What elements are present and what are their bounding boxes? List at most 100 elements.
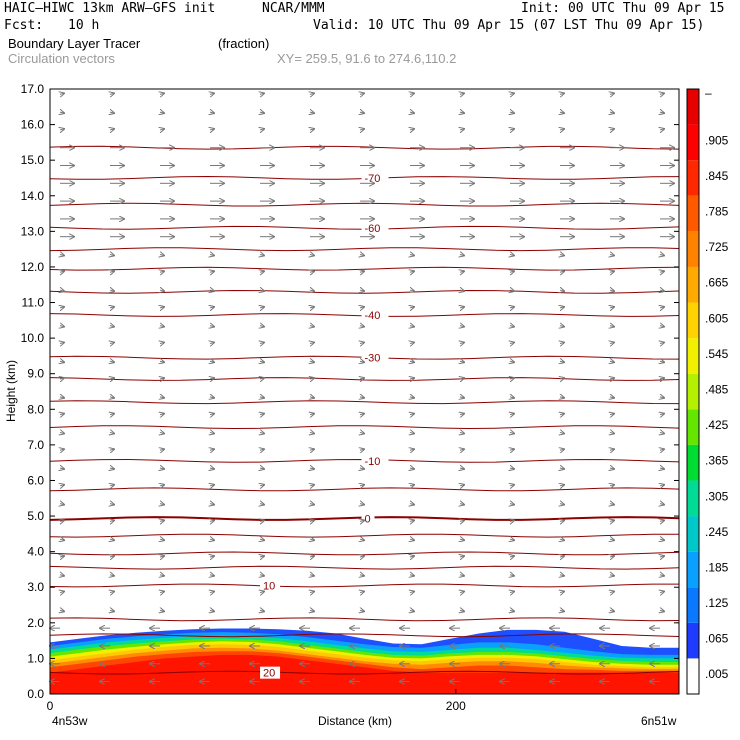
circulation-vector — [660, 610, 664, 611]
x-end-label: 6n51w — [641, 714, 677, 728]
circulation-vector — [510, 432, 514, 433]
circulation-vector — [210, 449, 214, 450]
y-tick-label: 3.0 — [27, 580, 44, 594]
circulation-vector — [510, 485, 514, 486]
circulation-vector — [160, 468, 164, 469]
circulation-vector — [260, 93, 264, 94]
colorbar-label: .185 — [705, 560, 729, 574]
circulation-vector — [110, 539, 114, 540]
circulation-vector — [360, 112, 364, 113]
circulation-vector — [60, 432, 64, 433]
circulation-vector — [460, 307, 464, 308]
circulation-vector — [410, 539, 414, 540]
circulation-vector — [410, 504, 414, 505]
circulation-vector — [460, 520, 464, 521]
circulation-vector — [460, 378, 464, 379]
circulation-vector — [560, 575, 564, 576]
circulation-vector — [110, 520, 114, 521]
circulation-vector — [510, 93, 514, 94]
circulation-vector — [510, 504, 514, 505]
colorbar-label: .605 — [705, 311, 729, 325]
y-tick-label: 17.0 — [21, 82, 45, 96]
circulation-vector — [510, 468, 514, 469]
circulation-vector — [110, 307, 114, 308]
colorbar-swatch — [687, 622, 699, 659]
circulation-vector — [210, 414, 214, 415]
circulation-vector — [410, 112, 414, 113]
circulation-vector — [60, 254, 64, 255]
circulation-vector — [610, 326, 614, 327]
circulation-vector — [60, 326, 64, 327]
circulation-vector — [210, 575, 214, 576]
temperature-contour — [49, 487, 680, 492]
y-tick-label: 7.0 — [27, 438, 44, 452]
circulation-vector — [460, 504, 464, 505]
circulation-vector — [110, 504, 114, 505]
circulation-vector — [210, 468, 214, 469]
circulation-vector — [510, 539, 514, 540]
circulation-vector — [260, 432, 264, 433]
circulation-vector — [560, 485, 564, 486]
colorbar-label: .845 — [705, 169, 729, 183]
circulation-vector — [260, 129, 264, 130]
circulation-vector — [660, 397, 664, 398]
circulation-vector — [410, 342, 414, 343]
circulation-vector — [160, 254, 164, 255]
circulation-vector — [560, 432, 564, 433]
circulation-vector — [210, 556, 214, 557]
colorbar-label: .545 — [705, 347, 729, 361]
circulation-vector — [410, 575, 414, 576]
circulation-vector — [260, 610, 264, 611]
circulation-vector — [360, 539, 364, 540]
circulation-vector — [160, 93, 164, 94]
circulation-vector — [610, 342, 614, 343]
circulation-vector — [260, 290, 264, 291]
contour-label: 20 — [263, 668, 275, 680]
temperature-contour — [49, 633, 680, 638]
circulation-vector — [60, 307, 64, 308]
circulation-vector — [60, 129, 64, 130]
colorbar-swatch — [687, 124, 699, 161]
temperature-contour — [49, 202, 680, 207]
circulation-vector — [210, 361, 214, 362]
circulation-vector — [110, 449, 114, 450]
circulation-vector — [560, 610, 564, 611]
circulation-vector — [210, 342, 214, 343]
circulation-vector — [460, 397, 464, 398]
circulation-vector — [610, 556, 614, 557]
circulation-vector — [610, 592, 614, 593]
circulation-vector — [510, 307, 514, 308]
circulation-vector — [660, 326, 664, 327]
circulation-vector — [360, 290, 364, 291]
circulation-vector — [460, 254, 464, 255]
circulation-vector — [460, 129, 464, 130]
circulation-vector — [260, 556, 264, 557]
circulation-vector — [360, 504, 364, 505]
circulation-vector — [60, 361, 64, 362]
circulation-vector — [510, 610, 514, 611]
circulation-vector — [560, 271, 564, 272]
circulation-vector — [160, 342, 164, 343]
temperature-contour — [49, 247, 680, 252]
circulation-vector — [610, 129, 614, 130]
circulation-vector — [210, 326, 214, 327]
circulation-vector — [610, 414, 614, 415]
circulation-vector — [610, 290, 614, 291]
circulation-vector — [660, 432, 664, 433]
circulation-vector — [610, 468, 614, 469]
circulation-vector — [510, 592, 514, 593]
circulation-vector — [60, 290, 64, 291]
circulation-vector — [410, 378, 414, 379]
colorbar-swatch — [687, 551, 699, 588]
circulation-vector — [560, 504, 564, 505]
temperature-contour — [49, 289, 680, 294]
circulation-vector — [210, 93, 214, 94]
circulation-vector — [260, 520, 264, 521]
circulation-vector — [360, 414, 364, 415]
circulation-vector — [610, 112, 614, 113]
circulation-vector — [310, 556, 314, 557]
circulation-vector — [60, 592, 64, 593]
circulation-vector — [460, 539, 464, 540]
circulation-vector — [360, 556, 364, 557]
circulation-vector — [610, 397, 614, 398]
